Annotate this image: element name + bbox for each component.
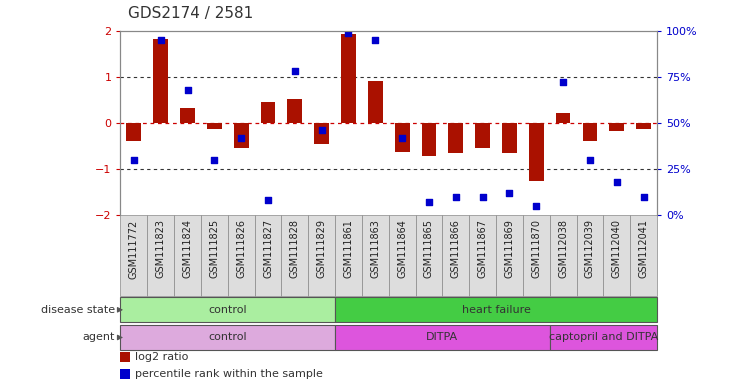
- Bar: [180, 108, 195, 123]
- Bar: [126, 123, 141, 141]
- Text: GSM111866: GSM111866: [451, 219, 461, 278]
- Bar: [556, 113, 570, 123]
- Point: [504, 190, 515, 196]
- Point: [531, 203, 542, 209]
- Bar: [496, 215, 523, 296]
- Text: GSM111826: GSM111826: [237, 219, 246, 278]
- Point: [128, 157, 139, 163]
- Text: GSM112041: GSM112041: [639, 219, 648, 278]
- Bar: [120, 352, 130, 362]
- Point: [369, 37, 381, 43]
- Bar: [335, 215, 362, 296]
- Text: GSM111824: GSM111824: [182, 219, 193, 278]
- Text: captopril and DITPA: captopril and DITPA: [549, 333, 658, 343]
- Bar: [308, 215, 335, 296]
- Text: control: control: [209, 305, 247, 315]
- Point: [262, 197, 274, 204]
- Text: GSM111869: GSM111869: [504, 219, 515, 278]
- Text: heart failure: heart failure: [461, 305, 531, 315]
- Bar: [234, 123, 248, 148]
- Bar: [335, 297, 657, 322]
- Bar: [469, 215, 496, 296]
- Text: control: control: [209, 333, 247, 343]
- Text: GSM111867: GSM111867: [477, 219, 488, 278]
- Bar: [201, 215, 228, 296]
- Text: GSM111827: GSM111827: [263, 219, 273, 278]
- Bar: [341, 35, 356, 123]
- Bar: [255, 215, 282, 296]
- Bar: [120, 325, 335, 350]
- Point: [557, 79, 569, 86]
- Bar: [448, 123, 463, 153]
- Text: percentile rank within the sample: percentile rank within the sample: [136, 369, 323, 379]
- Text: GSM111828: GSM111828: [290, 219, 300, 278]
- Bar: [288, 99, 302, 123]
- Bar: [577, 215, 603, 296]
- Bar: [389, 215, 415, 296]
- Text: GSM111870: GSM111870: [531, 219, 541, 278]
- Bar: [583, 123, 597, 141]
- Bar: [603, 215, 630, 296]
- Bar: [207, 123, 222, 129]
- Point: [423, 199, 435, 205]
- Text: GSM111825: GSM111825: [210, 219, 219, 278]
- Bar: [147, 215, 174, 296]
- Text: GSM111772: GSM111772: [129, 219, 139, 278]
- Point: [289, 68, 301, 74]
- Text: GSM111861: GSM111861: [344, 219, 353, 278]
- Bar: [261, 102, 275, 123]
- Text: GSM112040: GSM112040: [612, 219, 622, 278]
- Point: [316, 127, 328, 133]
- Text: GSM112039: GSM112039: [585, 219, 595, 278]
- Bar: [153, 39, 168, 123]
- Point: [584, 157, 596, 163]
- Bar: [174, 215, 201, 296]
- Text: disease state: disease state: [41, 305, 115, 315]
- Point: [155, 37, 166, 43]
- Text: GSM111863: GSM111863: [370, 219, 380, 278]
- Bar: [368, 81, 383, 123]
- Point: [477, 194, 488, 200]
- Point: [450, 194, 461, 200]
- Text: GSM111865: GSM111865: [424, 219, 434, 278]
- Bar: [502, 123, 517, 153]
- Bar: [630, 215, 657, 296]
- Bar: [120, 215, 147, 296]
- Bar: [362, 215, 389, 296]
- Point: [396, 135, 408, 141]
- Bar: [282, 215, 308, 296]
- Bar: [415, 215, 442, 296]
- Text: log2 ratio: log2 ratio: [136, 352, 189, 362]
- Bar: [422, 123, 437, 156]
- Text: GSM112038: GSM112038: [558, 219, 568, 278]
- Point: [235, 135, 247, 141]
- Text: agent: agent: [82, 333, 115, 343]
- Bar: [610, 123, 624, 131]
- Bar: [442, 215, 469, 296]
- Bar: [228, 215, 255, 296]
- Bar: [529, 123, 544, 180]
- Bar: [550, 325, 657, 350]
- Text: GSM111829: GSM111829: [317, 219, 326, 278]
- Bar: [335, 325, 550, 350]
- Bar: [637, 123, 651, 129]
- Point: [182, 87, 193, 93]
- Bar: [395, 123, 410, 152]
- Bar: [315, 123, 329, 144]
- Bar: [120, 369, 130, 379]
- Bar: [550, 215, 577, 296]
- Bar: [523, 215, 550, 296]
- Point: [342, 30, 354, 36]
- Point: [209, 157, 220, 163]
- Text: GSM111864: GSM111864: [397, 219, 407, 278]
- Text: GSM111823: GSM111823: [155, 219, 166, 278]
- Point: [638, 194, 650, 200]
- Text: GDS2174 / 2581: GDS2174 / 2581: [128, 6, 253, 21]
- Bar: [120, 297, 335, 322]
- Text: DITPA: DITPA: [426, 333, 458, 343]
- Bar: [475, 123, 490, 148]
- Point: [611, 179, 623, 185]
